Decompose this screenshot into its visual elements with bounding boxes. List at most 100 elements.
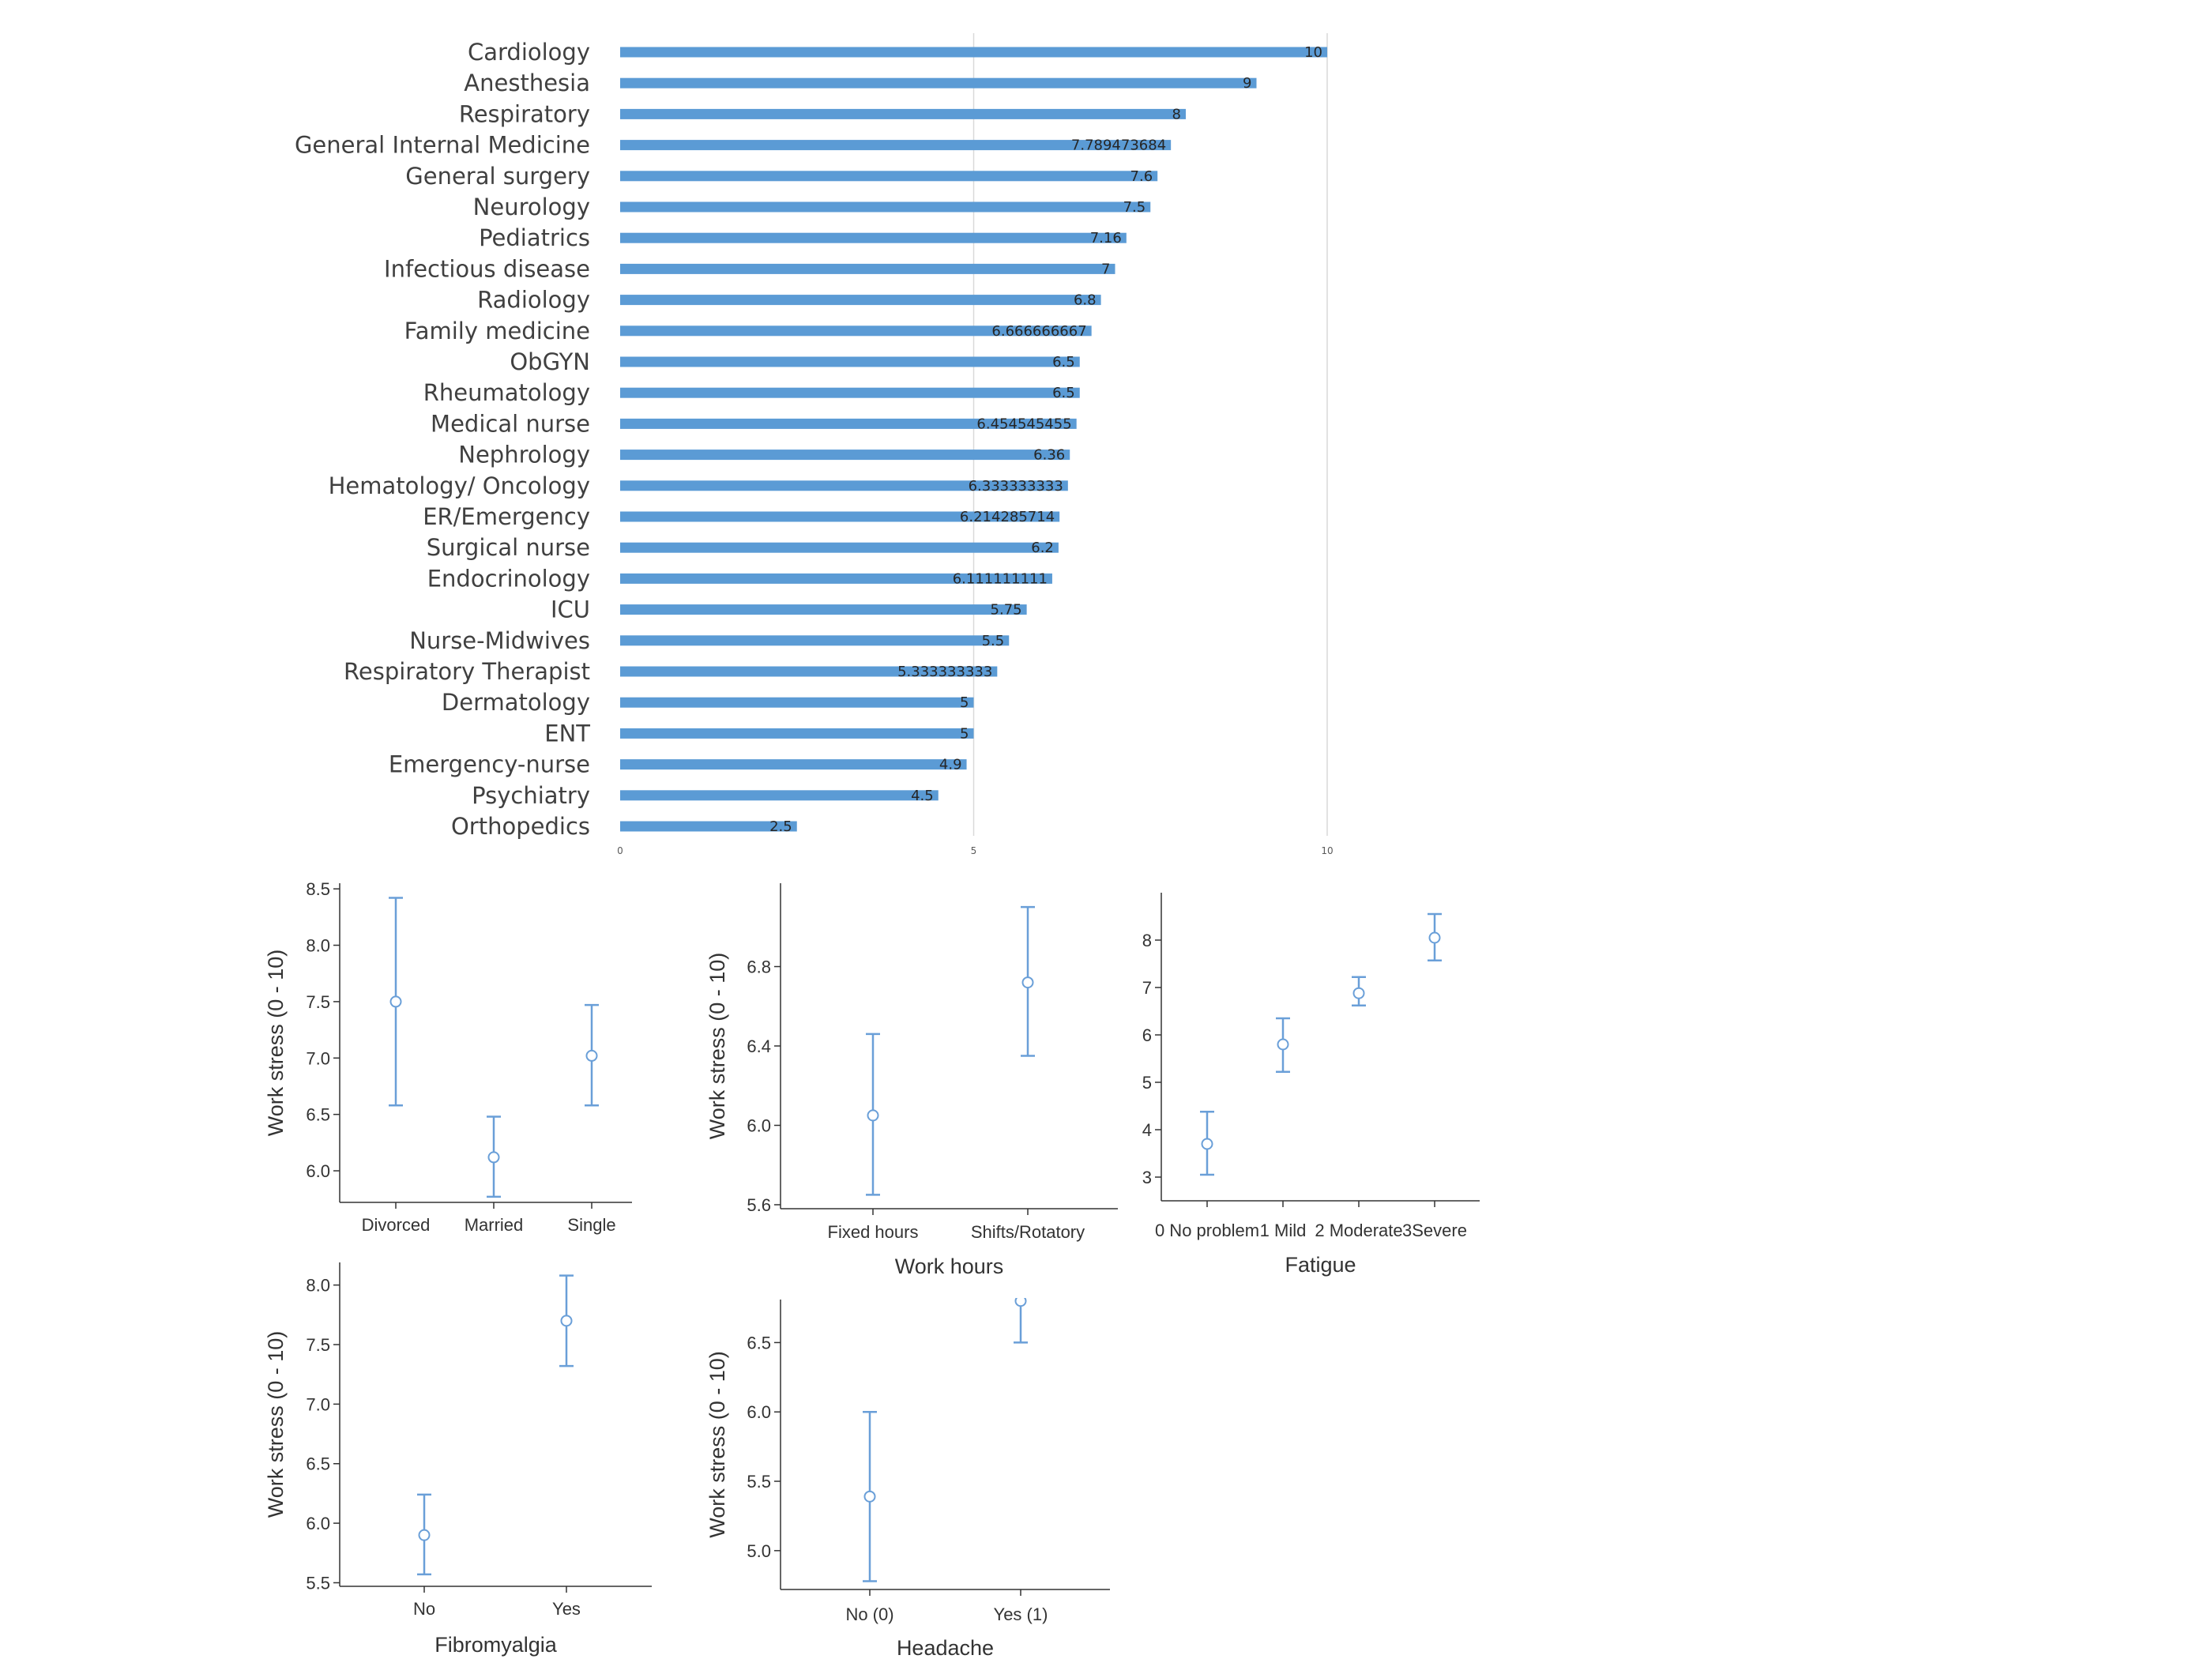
mean-point — [1201, 1138, 1213, 1150]
x-category-label: No — [413, 1599, 435, 1619]
y-tick-label: 6 — [1142, 1025, 1152, 1045]
bar — [620, 47, 1327, 58]
bar — [620, 666, 998, 677]
errorbar — [1021, 905, 1035, 1057]
bar-value-label: 7.5 — [1123, 199, 1146, 216]
x-category-label: 0 No problem — [1155, 1221, 1259, 1240]
bar-value-label: 6.36 — [1033, 447, 1065, 464]
bar — [620, 140, 1172, 151]
bar-category-label: General surgery — [405, 163, 590, 190]
bar-value-label: 5.333333333 — [897, 664, 992, 680]
bar — [620, 77, 1257, 88]
bar-category-label: Surgical nurse — [427, 534, 590, 561]
bar — [620, 295, 1101, 306]
y-tick-label: 7.5 — [306, 1335, 330, 1355]
bar-category-label: Psychiatry — [472, 782, 590, 809]
bar-category-label: ICU — [551, 596, 590, 623]
headache-errorbar-panel: 6.5 6.0 5.5 5.0 No (0) Yes (1) Work stress (0 … — [705, 1298, 1110, 1659]
y-tick-label: 5 — [1142, 1073, 1152, 1093]
bar-value-label: 5 — [960, 725, 969, 742]
y-tick-label: 6.0 — [747, 1115, 771, 1135]
bar — [620, 697, 974, 708]
y-tick-label: 7.0 — [306, 1394, 330, 1414]
bar — [620, 511, 1060, 522]
bar — [620, 450, 1070, 461]
bar-value-label: 6.333333333 — [969, 478, 1063, 495]
bar — [620, 171, 1158, 182]
errorbar — [1276, 1017, 1290, 1074]
x-category-label: Shifts/Rotatory — [971, 1222, 1085, 1242]
fatigue-errorbar-panel: 8 7 6 5 4 3 0 No problem 1 Mild 2 Moderate 3Sever… — [1142, 893, 1480, 1277]
bar-value-label: 2.5 — [769, 818, 792, 835]
x-axis-title: Work hours — [895, 1255, 1004, 1278]
errorbar — [866, 1033, 880, 1196]
bar-value-label: 7 — [1101, 261, 1110, 277]
bar-value-label: 4.9 — [939, 757, 962, 773]
bar — [620, 728, 974, 739]
bar-category-label: Nurse-Midwives — [409, 627, 590, 654]
y-tick-label: 6.4 — [747, 1036, 771, 1056]
mean-point — [560, 1315, 573, 1327]
bar — [620, 263, 1115, 274]
bar-value-label: 6.111111111 — [953, 570, 1048, 587]
bar — [620, 325, 1092, 337]
bar-value-label: 7.16 — [1090, 230, 1122, 246]
mean-point — [389, 995, 402, 1008]
bar — [620, 387, 1080, 398]
y-tick-label: 7 — [1142, 978, 1152, 998]
bar-category-label: Nephrology — [458, 442, 590, 468]
bar — [620, 480, 1068, 491]
mean-point — [418, 1529, 431, 1541]
bar — [620, 356, 1080, 367]
bar-category-label: Neurology — [473, 194, 590, 220]
fibromyalgia-errorbar-panel: 8.0 7.5 7.0 6.5 6.0 5.5 No Yes Work stress (0 - … — [264, 1262, 652, 1657]
bar-value-label: 6.8 — [1074, 292, 1097, 309]
mean-point — [585, 1049, 598, 1062]
bar — [620, 604, 1027, 615]
bar-value-label: 5.5 — [982, 633, 1005, 649]
mean-point — [1428, 931, 1441, 944]
errorbar — [1428, 912, 1442, 962]
mean-point — [1277, 1038, 1289, 1051]
y-tick-label: 8 — [1142, 931, 1152, 950]
mean-point — [487, 1151, 500, 1164]
bar-value-label: 6.214285714 — [960, 509, 1055, 525]
bar-value-label: 4.5 — [911, 788, 934, 804]
bar-category-label: Radiology — [477, 287, 590, 314]
bar-value-label: 6.454545455 — [976, 416, 1071, 432]
bar — [620, 201, 1151, 213]
x-axis-title: Headache — [897, 1636, 994, 1659]
bar-category-label: Family medicine — [404, 318, 590, 344]
x-category-label: Married — [465, 1215, 524, 1235]
x-axis-title: Fatigue — [1285, 1253, 1356, 1277]
mean-point — [1021, 976, 1034, 989]
errorbar — [559, 1274, 574, 1367]
bar — [620, 542, 1059, 553]
bar-category-label: ENT — [544, 720, 590, 747]
work-hours-errorbar-panel: 6.8 6.4 6.0 5.6 Fixed hours Shifts/Rotatory Wo… — [705, 883, 1118, 1278]
y-tick-label: 7.0 — [306, 1048, 330, 1068]
bar-category-label: ObGYN — [510, 348, 590, 375]
y-tick-label: 5.0 — [747, 1541, 771, 1561]
bar-category-label: General Internal Medicine — [295, 132, 590, 159]
marital-status-errorbar-panel: 8.5 8.0 7.5 7.0 6.5 6.0 Divorced Married Single W… — [264, 879, 632, 1235]
y-tick-label: 8.5 — [306, 879, 330, 899]
bar — [620, 573, 1052, 584]
x-category-label: 1 Mild — [1260, 1221, 1307, 1240]
errorbar — [1014, 1298, 1028, 1344]
bar-chart-x-tick: 0 — [617, 845, 623, 856]
y-tick-label: 7.5 — [306, 992, 330, 1012]
bar-category-label: Anesthesia — [464, 70, 590, 96]
bar-value-label: 8 — [1172, 106, 1181, 122]
bar-value-label: 10 — [1304, 44, 1322, 61]
bar-chart-x-tick: 5 — [971, 845, 977, 856]
bar-category-label: Rheumatology — [423, 379, 590, 406]
bar-category-label: Respiratory — [459, 100, 590, 127]
bar — [620, 418, 1077, 429]
bar-category-label: Infectious disease — [384, 255, 590, 282]
bar-category-label: Orthopedics — [451, 813, 590, 840]
bar — [620, 759, 967, 770]
x-category-label: Fixed hours — [828, 1222, 919, 1242]
bar-category-label: Pediatrics — [479, 224, 590, 251]
